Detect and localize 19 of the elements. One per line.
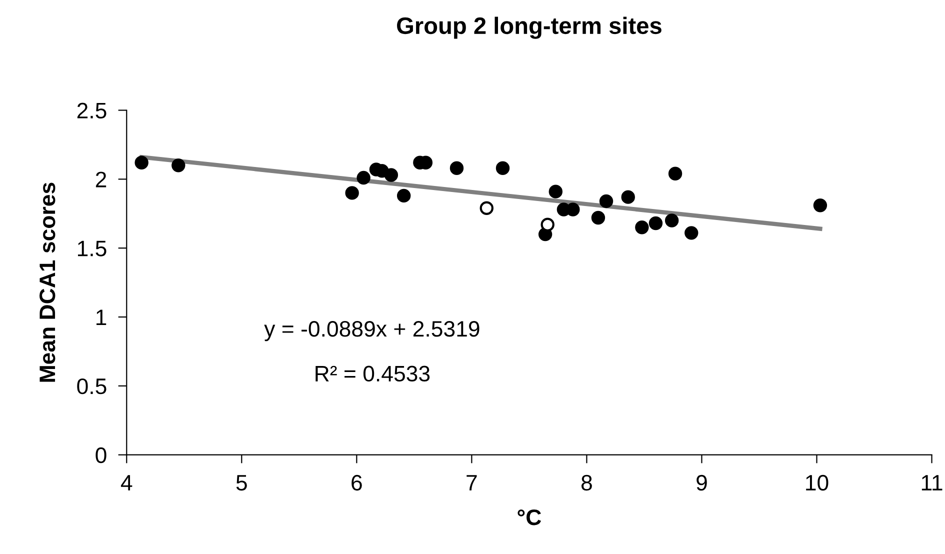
y-tick-label: 0 — [96, 447, 106, 464]
x-tick-label: 11 — [922, 475, 942, 490]
x-tick-label: 9 — [696, 474, 707, 491]
y-tick-label: 2 — [96, 172, 106, 188]
chart-title: Group 2 long-term sites — [397, 16, 662, 39]
x-tick-label: 10 — [806, 474, 828, 491]
x-tick-label: 7 — [466, 475, 477, 490]
annotation: R² = 0.4533 — [316, 366, 430, 382]
y-tick-label: 1.5 — [78, 240, 106, 256]
y-tick-label: 0.5 — [77, 378, 106, 394]
y-tick-label: 1 — [96, 310, 106, 326]
x-tick-label: 5 — [236, 475, 247, 491]
annotation: y = -0.0889x + 2.5319 — [264, 321, 480, 342]
y-axis-title: Mean DCA1 scores — [40, 182, 56, 382]
x-tick-label: 4 — [120, 475, 132, 490]
x-tick-label: 6 — [352, 474, 362, 491]
x-axis-title: °C — [518, 509, 542, 526]
y-tick-label: 2.5 — [77, 102, 106, 119]
x-tick-label: 8 — [581, 474, 592, 491]
